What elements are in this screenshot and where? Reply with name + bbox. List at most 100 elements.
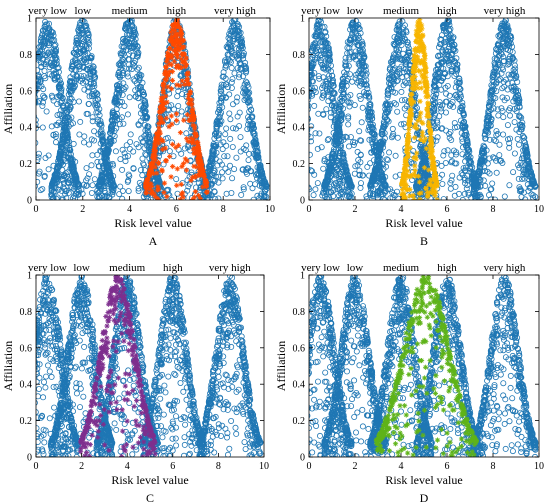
background-point xyxy=(229,76,236,83)
background-point xyxy=(124,111,131,118)
background-point xyxy=(345,121,352,128)
background-point xyxy=(17,185,22,190)
background-point xyxy=(23,175,28,180)
background-point xyxy=(95,181,102,188)
background-point xyxy=(89,152,96,159)
background-point xyxy=(290,175,295,180)
background-point xyxy=(29,114,34,119)
background-point xyxy=(57,80,64,87)
background-point xyxy=(382,100,389,107)
background-point xyxy=(371,177,378,184)
background-point xyxy=(242,64,249,71)
background-point xyxy=(293,175,298,180)
highlight-point xyxy=(186,100,192,106)
background-point xyxy=(78,73,85,80)
background-point xyxy=(217,95,224,102)
background-point xyxy=(125,171,132,178)
background-point xyxy=(291,179,296,184)
highlight-point xyxy=(171,33,178,39)
background-point xyxy=(334,114,341,121)
background-point xyxy=(91,91,98,98)
background-point xyxy=(250,121,257,128)
background-point xyxy=(14,186,19,191)
background-point xyxy=(289,185,294,190)
background-point xyxy=(88,162,95,169)
background-point xyxy=(15,179,20,184)
highlight-point xyxy=(190,109,196,115)
background-point xyxy=(394,71,401,78)
highlight-point xyxy=(156,140,162,146)
background-point xyxy=(85,101,92,108)
background-point xyxy=(36,139,39,146)
background-point xyxy=(27,134,32,139)
background-point xyxy=(309,167,314,174)
background-point xyxy=(108,188,115,195)
background-point xyxy=(297,149,302,154)
background-point xyxy=(393,26,400,33)
background-point xyxy=(228,79,235,86)
highlight-point xyxy=(157,114,163,120)
background-point xyxy=(292,172,297,177)
background-point xyxy=(316,130,323,137)
background-point xyxy=(237,134,244,141)
highlight-point xyxy=(190,196,196,200)
background-point xyxy=(23,150,28,155)
background-point xyxy=(290,186,295,191)
background-point xyxy=(447,185,454,192)
background-point xyxy=(309,184,312,191)
background-point xyxy=(287,184,292,189)
background-point xyxy=(16,178,21,183)
background-point xyxy=(314,180,321,187)
background-point xyxy=(364,85,371,92)
background-point xyxy=(311,102,318,109)
background-point xyxy=(231,70,238,77)
background-point xyxy=(65,180,72,187)
y-tick-label: 0 xyxy=(27,196,32,207)
background-point xyxy=(311,42,318,49)
background-point xyxy=(28,174,33,179)
background-point xyxy=(36,78,41,85)
background-point xyxy=(212,196,219,200)
background-point xyxy=(337,95,344,102)
background-point xyxy=(114,86,121,93)
background-point xyxy=(263,185,270,192)
background-point xyxy=(139,79,146,86)
background-point xyxy=(123,142,130,149)
background-point xyxy=(298,145,303,150)
background-point xyxy=(101,196,108,200)
background-point xyxy=(84,182,91,189)
background-point xyxy=(84,175,91,182)
background-point xyxy=(398,88,405,95)
background-point xyxy=(80,64,87,71)
background-point xyxy=(24,153,29,158)
x-tick-label: 0 xyxy=(34,204,39,215)
background-point xyxy=(330,146,337,153)
highlight-point xyxy=(166,124,172,130)
background-point xyxy=(359,60,366,67)
background-point xyxy=(384,94,391,101)
background-point xyxy=(18,178,23,183)
background-point xyxy=(215,115,222,122)
highlight-point xyxy=(163,158,169,164)
background-point xyxy=(358,119,365,126)
background-point xyxy=(97,118,104,125)
background-point xyxy=(227,116,234,123)
background-point xyxy=(140,138,147,145)
background-point xyxy=(116,191,123,198)
background-point xyxy=(139,139,146,146)
background-point xyxy=(325,60,332,67)
background-point xyxy=(309,127,311,133)
background-point xyxy=(211,135,218,142)
background-point xyxy=(292,174,297,179)
background-point xyxy=(174,111,181,118)
background-point xyxy=(135,144,142,151)
background-point xyxy=(173,176,180,183)
background-point xyxy=(358,48,365,55)
background-point xyxy=(393,36,400,43)
background-point xyxy=(345,99,352,106)
background-point xyxy=(249,128,256,135)
background-point xyxy=(403,29,410,36)
background-point xyxy=(16,183,21,188)
background-point xyxy=(384,186,391,193)
background-point xyxy=(119,91,126,98)
